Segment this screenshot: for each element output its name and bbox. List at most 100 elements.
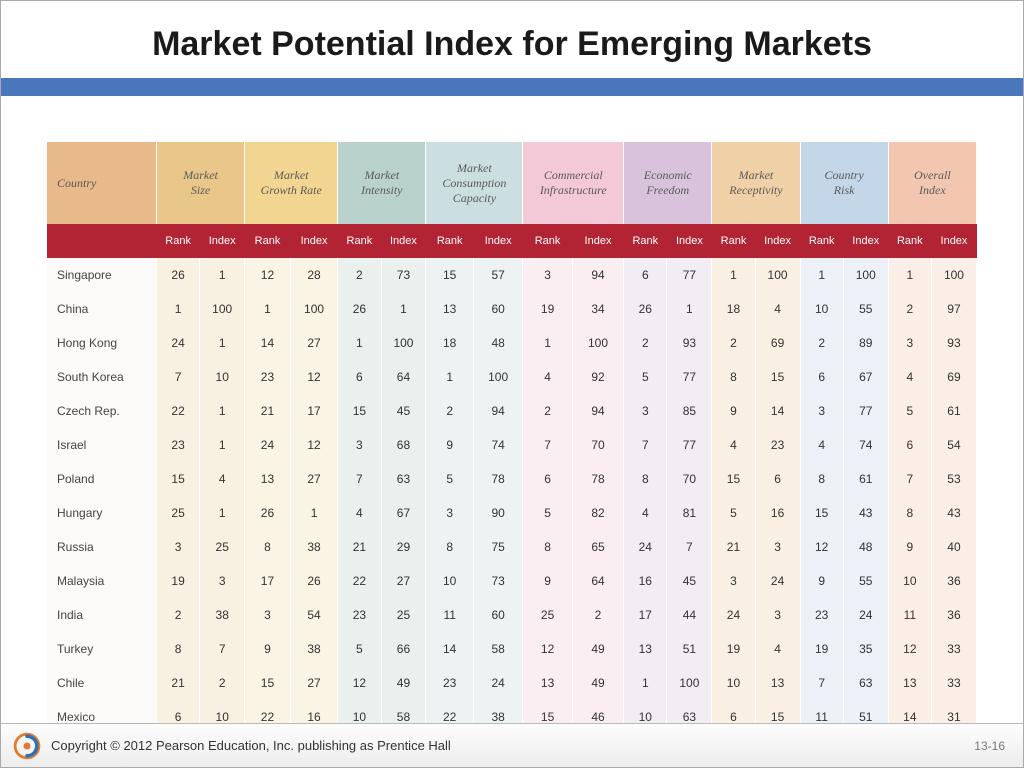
col-header-group: MarketConsumptionCapacity — [426, 142, 523, 224]
cell-value: 4 — [755, 292, 800, 326]
cell-value: 13 — [888, 666, 931, 700]
cell-value: 5 — [624, 360, 667, 394]
cell-value: 1 — [800, 258, 843, 292]
cell-value: 94 — [572, 394, 623, 428]
cell-value: 13 — [624, 632, 667, 666]
cell-value: 2 — [338, 258, 381, 292]
cell-value: 4 — [888, 360, 931, 394]
cell-value: 1 — [338, 326, 381, 360]
cell-value: 89 — [843, 326, 888, 360]
cell-value: 9 — [523, 564, 572, 598]
cell-value: 7 — [624, 428, 667, 462]
col-subheader: Rank — [712, 224, 755, 258]
cell-value: 63 — [843, 666, 888, 700]
cell-value: 69 — [755, 326, 800, 360]
cell-value: 90 — [473, 496, 522, 530]
cell-value: 11 — [888, 598, 931, 632]
cell-value: 73 — [473, 564, 522, 598]
cell-value: 100 — [755, 258, 800, 292]
cell-value: 1 — [200, 428, 245, 462]
cell-value: 17 — [245, 564, 291, 598]
cell-value: 22 — [156, 394, 199, 428]
col-subheader: Rank — [156, 224, 199, 258]
cell-value: 85 — [667, 394, 712, 428]
table-row: Hungary2512614673905824815161543843 — [47, 496, 977, 530]
cell-value: 81 — [667, 496, 712, 530]
cell-value: 23 — [755, 428, 800, 462]
cell-value: 26 — [245, 496, 291, 530]
cell-value: 27 — [381, 564, 426, 598]
cell-value: 78 — [572, 462, 623, 496]
cell-value: 1 — [156, 292, 199, 326]
cell-country: Czech Rep. — [47, 394, 156, 428]
cell-value: 15 — [426, 258, 474, 292]
col-subheader: Rank — [426, 224, 474, 258]
cell-value: 8 — [156, 632, 199, 666]
cell-value: 2 — [712, 326, 755, 360]
cell-value: 77 — [667, 258, 712, 292]
cell-value: 1 — [712, 258, 755, 292]
cell-value: 10 — [888, 564, 931, 598]
cell-value: 6 — [523, 462, 572, 496]
cell-value: 12 — [523, 632, 572, 666]
cell-country: Turkey — [47, 632, 156, 666]
col-header-group: OverallIndex — [888, 142, 976, 224]
cell-value: 33 — [931, 666, 976, 700]
cell-value: 44 — [667, 598, 712, 632]
cell-value: 9 — [800, 564, 843, 598]
cell-value: 61 — [931, 394, 976, 428]
cell-value: 67 — [843, 360, 888, 394]
cell-country: Poland — [47, 462, 156, 496]
cell-value: 10 — [712, 666, 755, 700]
cell-value: 15 — [338, 394, 381, 428]
cell-value: 93 — [667, 326, 712, 360]
col-subheader: Rank — [338, 224, 381, 258]
cell-value: 7 — [667, 530, 712, 564]
cell-value: 1 — [888, 258, 931, 292]
cell-value: 15 — [156, 462, 199, 496]
col-subheader-country — [47, 224, 156, 258]
cell-value: 7 — [338, 462, 381, 496]
cell-value: 2 — [156, 598, 199, 632]
col-subheader: Rank — [800, 224, 843, 258]
cell-value: 15 — [755, 360, 800, 394]
cell-value: 77 — [667, 428, 712, 462]
cell-value: 27 — [290, 462, 337, 496]
cell-value: 45 — [667, 564, 712, 598]
cell-value: 28 — [290, 258, 337, 292]
cell-value: 2 — [426, 394, 474, 428]
cell-value: 43 — [931, 496, 976, 530]
cell-value: 23 — [245, 360, 291, 394]
cell-value: 4 — [624, 496, 667, 530]
cell-value: 70 — [572, 428, 623, 462]
cell-value: 38 — [290, 632, 337, 666]
table-row: Israel2312412368974770777423474654 — [47, 428, 977, 462]
cell-value: 8 — [800, 462, 843, 496]
cell-value: 13 — [245, 462, 291, 496]
cell-value: 38 — [200, 598, 245, 632]
cell-value: 27 — [290, 666, 337, 700]
cell-value: 19 — [800, 632, 843, 666]
cell-value: 10 — [426, 564, 474, 598]
cell-value: 6 — [800, 360, 843, 394]
cell-value: 65 — [572, 530, 623, 564]
cell-country: Chile — [47, 666, 156, 700]
cell-value: 25 — [381, 598, 426, 632]
cell-value: 17 — [624, 598, 667, 632]
cell-value: 14 — [755, 394, 800, 428]
cell-value: 24 — [473, 666, 522, 700]
cell-value: 26 — [156, 258, 199, 292]
cell-country: Hong Kong — [47, 326, 156, 360]
cell-value: 36 — [931, 598, 976, 632]
cell-value: 100 — [473, 360, 522, 394]
cell-value: 3 — [755, 598, 800, 632]
table-row: Hong Kong2411427110018481100293269289393 — [47, 326, 977, 360]
table-row: Singapore2611228273155739467711001100110… — [47, 258, 977, 292]
cell-value: 55 — [843, 564, 888, 598]
cell-country: China — [47, 292, 156, 326]
cell-country: India — [47, 598, 156, 632]
col-header-group: EconomicFreedom — [624, 142, 712, 224]
col-header-group: MarketReceptivity — [712, 142, 800, 224]
table-row: Malaysia19317262227107396416453249551036 — [47, 564, 977, 598]
slide-title: Market Potential Index for Emerging Mark… — [1, 1, 1023, 78]
